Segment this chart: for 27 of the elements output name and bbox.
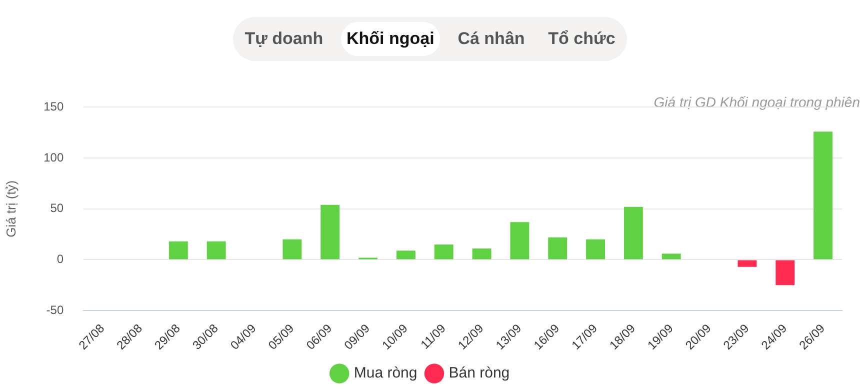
legend-label: Mua ròng — [354, 364, 418, 382]
bar — [738, 260, 757, 267]
y-tick-label: 0 — [56, 252, 64, 266]
legend-label: Bán ròng — [448, 364, 510, 382]
bar — [586, 239, 606, 260]
y-axis-title: Giá trị (tỷ) — [3, 180, 18, 238]
y-tick-label: 150 — [44, 100, 64, 114]
bar — [510, 222, 530, 260]
bar — [776, 260, 795, 286]
bar — [168, 241, 188, 260]
bar — [434, 244, 454, 260]
bar — [282, 239, 302, 260]
bar — [624, 206, 643, 260]
y-tick-label: 100 — [44, 150, 64, 164]
bar — [472, 248, 492, 260]
text: Cá nhân — [456, 28, 526, 50]
text: Tổ chức — [547, 28, 616, 50]
text: Tự doanh — [244, 28, 324, 50]
y-tick-label: -50 — [46, 302, 64, 317]
bar — [396, 250, 416, 260]
bar — [206, 241, 226, 260]
text: Khối ngoại — [340, 22, 440, 56]
bar — [548, 237, 568, 260]
y-tick-label: 50 — [50, 201, 64, 216]
bar — [662, 254, 681, 260]
bar — [320, 204, 340, 260]
bar — [814, 132, 833, 260]
